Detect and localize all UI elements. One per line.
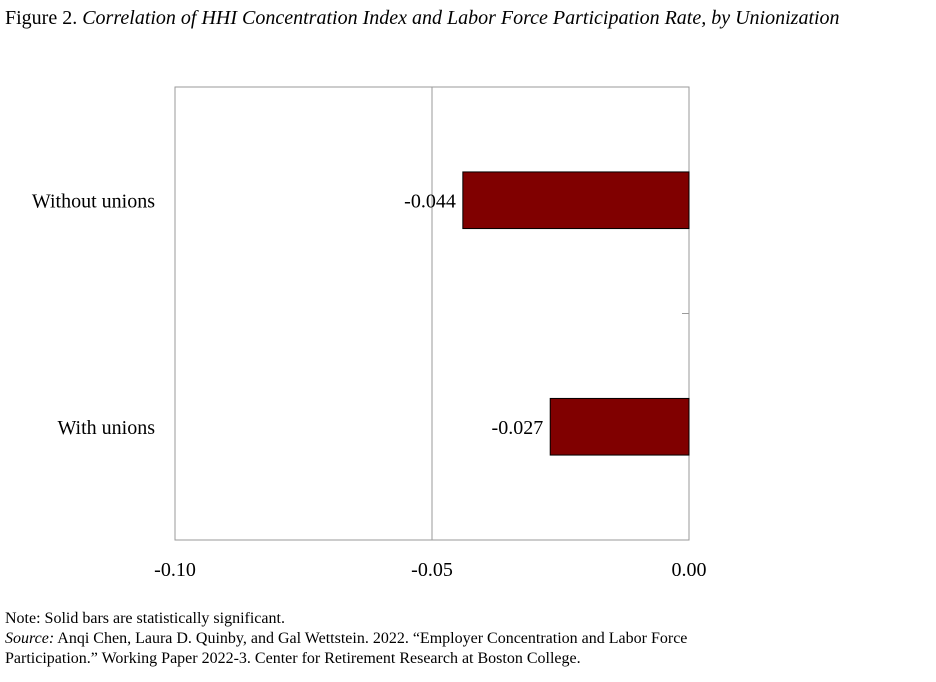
x-tick-label: -0.10 [154,559,196,581]
x-tick-label: 0.00 [672,559,707,581]
category-label: With unions [57,417,155,439]
note-text: Note: Solid bars are statistically signi… [5,610,285,627]
bar [549,397,690,456]
category-label: Without unions [32,190,155,212]
source-text: Anqi Chen, Laura D. Quinby, and Gal Wett… [54,630,688,647]
data-label: -0.044 [404,190,456,212]
x-tick-label: -0.05 [411,559,453,581]
figure-title: Figure 2. Correlation of HHI Concentrati… [5,6,925,31]
figure-notes: Note: Solid bars are statistically signi… [5,609,925,669]
figure-label: Figure 2. [5,7,78,29]
source-line-1: Source: Anqi Chen, Laura D. Quinby, and … [5,629,925,649]
source-line-2: Participation.” Working Paper 2022-3. Ce… [5,650,581,667]
bar [462,171,690,230]
source-label: Source: [5,630,55,647]
figure-title-text: Correlation of HHI Concentration Index a… [82,7,840,29]
bar-chart: -0.10 -0.05 0.00 Without unions -0.044 With u… [32,86,707,581]
data-label: -0.027 [492,417,544,439]
